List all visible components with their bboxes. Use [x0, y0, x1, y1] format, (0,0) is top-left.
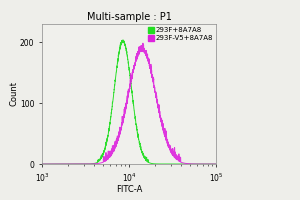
X-axis label: FITC-A: FITC-A [116, 185, 142, 194]
Legend: 293F+8A7A8, 293F-V5+8A7A8: 293F+8A7A8, 293F-V5+8A7A8 [146, 25, 215, 44]
Y-axis label: Count: Count [10, 82, 19, 106]
Title: Multi-sample : P1: Multi-sample : P1 [87, 12, 171, 22]
